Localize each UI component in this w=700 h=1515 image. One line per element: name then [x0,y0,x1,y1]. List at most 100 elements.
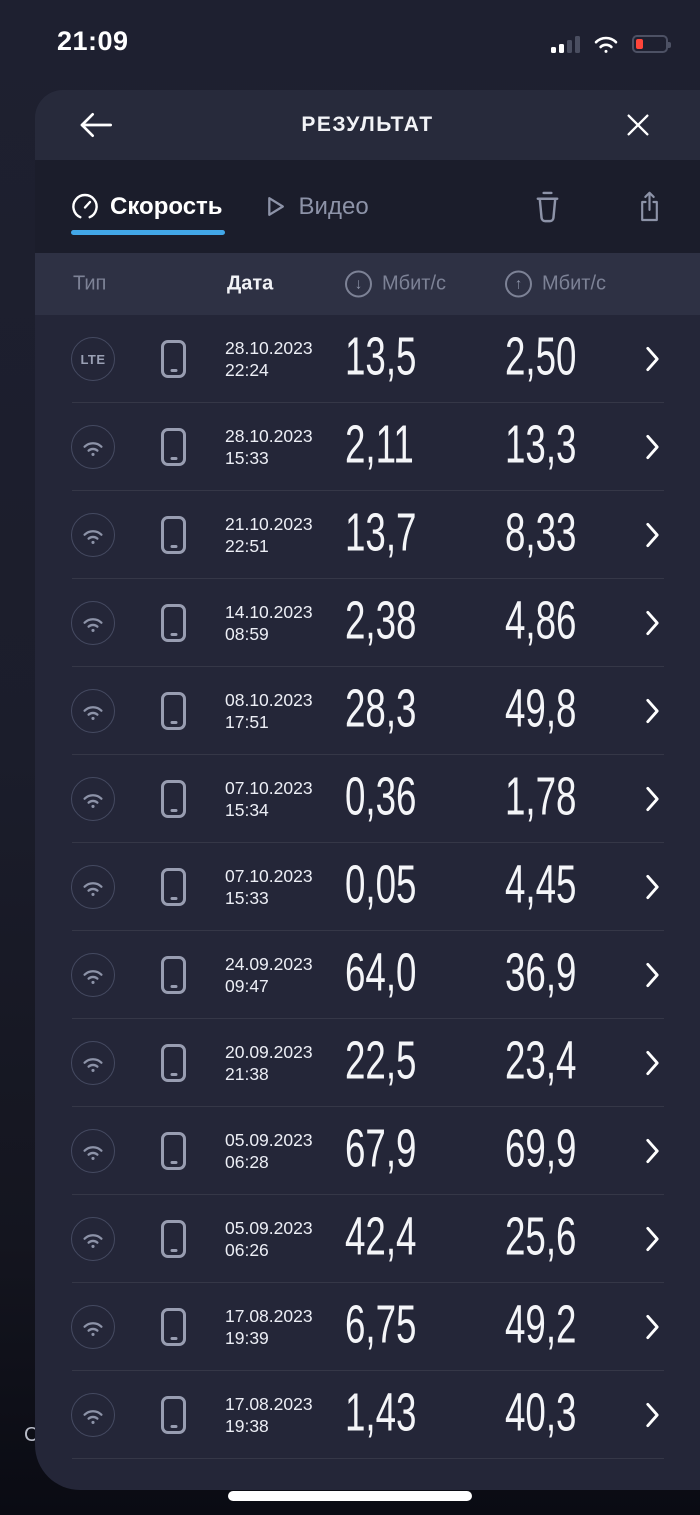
upload-value: 13,3 [505,414,577,475]
upload-value: 49,8 [505,678,577,739]
page-title: РЕЗУЛЬТАТ [301,113,434,136]
chevron-right-icon [645,698,660,724]
result-row[interactable]: 07.10.2023 15:33 0,05 4,45 [35,843,700,931]
result-date: 21.10.2023 22:51 [225,514,313,556]
result-row[interactable]: 14.10.2023 08:59 2,38 4,86 [35,579,700,667]
wifi-icon [80,701,106,722]
result-row[interactable]: 21.10.2023 22:51 13,7 8,33 [35,491,700,579]
download-value: 42,4 [345,1206,417,1267]
upload-arrow-icon: ↑ [505,270,532,298]
result-date: 07.10.2023 15:33 [225,866,313,908]
tab-speed[interactable]: Скорость [71,192,225,235]
chevron-right-icon [645,1226,660,1252]
chevron-right-icon [645,1402,660,1428]
device-phone-icon [161,692,186,730]
status-time: 21:09 [57,26,129,56]
wifi-icon [80,525,106,546]
connection-type-icon [71,1217,115,1261]
chevron-right-icon [645,434,660,460]
connection-type-icon [71,1305,115,1349]
upload-value: 8,33 [505,502,577,563]
home-indicator-bar[interactable] [228,1491,472,1501]
device-phone-icon [161,1132,186,1170]
chevron-right-icon [645,962,660,988]
table-header: Тип Дата ↓ Мбит/с ↑ Мбит/с [35,253,700,315]
wifi-icon [80,1405,106,1426]
wifi-status-icon [593,35,619,54]
result-row[interactable]: 20.09.2023 21:38 22,5 23,4 [35,1019,700,1107]
download-value: 13,7 [345,502,417,563]
toolbar-actions [532,189,663,224]
result-date: 28.10.2023 22:24 [225,338,313,380]
result-row[interactable]: 05.09.2023 06:26 42,4 25,6 [35,1195,700,1283]
close-button[interactable] [618,105,658,145]
column-header-download: ↓ Мбит/с [345,270,446,298]
result-row[interactable]: 05.09.2023 06:28 67,9 69,9 [35,1107,700,1195]
connection-type-icon [71,689,115,733]
result-row[interactable]: 24.09.2023 09:47 64,0 36,9 [35,931,700,1019]
upload-value: 4,86 [505,590,577,651]
status-bar: 21:09 [0,0,700,90]
device-phone-icon [161,1308,186,1346]
upload-value: 2,50 [505,326,577,387]
connection-type-icon [71,601,115,645]
tab-speed-label: Скорость [110,192,223,220]
column-header-type: Тип [73,272,107,295]
connection-type-icon [71,513,115,557]
device-phone-icon [161,1220,186,1258]
connection-type-icon [71,777,115,821]
connection-type-icon [71,865,115,909]
results-list: LTE 28.10.2023 22:24 13,5 2,50 [35,315,700,1459]
connection-type-icon [71,425,115,469]
download-value: 64,0 [345,942,417,1003]
wifi-icon [80,789,106,810]
result-date: 14.10.2023 08:59 [225,602,313,644]
device-phone-icon [161,428,186,466]
connection-type-icon [71,953,115,997]
result-date: 24.09.2023 09:47 [225,954,313,996]
download-value: 28,3 [345,678,417,739]
result-date: 17.08.2023 19:39 [225,1306,313,1348]
result-row[interactable]: 28.10.2023 15:33 2,11 13,3 [35,403,700,491]
cellular-signal-icon [551,35,580,53]
download-value: 2,38 [345,590,417,651]
download-value: 6,75 [345,1294,417,1355]
delete-button[interactable] [532,189,563,224]
chevron-right-icon [645,874,660,900]
connection-type-icon [71,1041,115,1085]
upload-value: 23,4 [505,1030,577,1091]
lte-badge: LTE [80,351,106,367]
column-header-upload: ↑ Мбит/с [505,270,606,298]
battery-icon [632,35,671,53]
result-row[interactable]: 17.08.2023 19:39 6,75 49,2 [35,1283,700,1371]
chevron-right-icon [645,522,660,548]
chevron-right-icon [645,786,660,812]
wifi-icon [80,877,106,898]
result-row[interactable]: 08.10.2023 17:51 28,3 49,8 [35,667,700,755]
chevron-right-icon [645,1138,660,1164]
chevron-right-icon [645,1314,660,1340]
result-date: 05.09.2023 06:26 [225,1218,313,1260]
connection-type-icon [71,1393,115,1437]
download-value: 0,05 [345,854,417,915]
tab-video[interactable]: Видео [261,193,369,221]
device-phone-icon [161,340,186,378]
result-row[interactable]: LTE 28.10.2023 22:24 13,5 2,50 [35,315,700,403]
device-phone-icon [161,868,186,906]
result-row[interactable]: 17.08.2023 19:38 1,43 40,3 [35,1371,700,1459]
share-button[interactable] [636,190,663,223]
play-icon [261,193,288,220]
active-tab-underline [71,229,225,235]
speedometer-icon [71,193,99,221]
result-row[interactable]: 07.10.2023 15:34 0,36 1,78 [35,755,700,843]
connection-type-icon: LTE [71,337,115,381]
connection-type-icon [71,1129,115,1173]
result-date: 20.09.2023 21:38 [225,1042,313,1084]
download-arrow-icon: ↓ [345,270,372,298]
chevron-right-icon [645,346,660,372]
device-phone-icon [161,604,186,642]
upload-value: 1,78 [505,766,577,827]
tabs-row: Скорость Видео [35,160,700,253]
wifi-icon [80,1053,106,1074]
back-button[interactable] [75,105,117,145]
